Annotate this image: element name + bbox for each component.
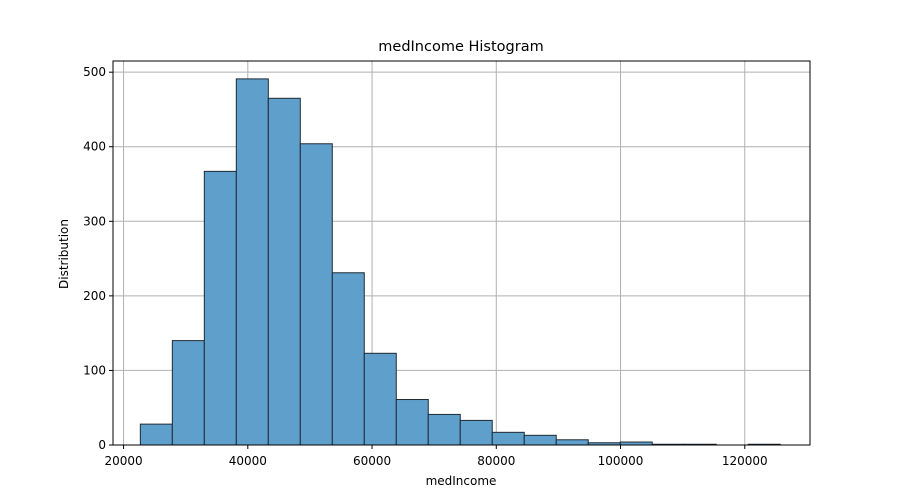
histogram-bar-8	[396, 400, 428, 445]
chart-title: medIncome Histogram	[378, 39, 543, 55]
histogram-bar-2	[204, 171, 236, 445]
histogram-bar-4	[268, 98, 300, 445]
histogram-bar-1	[172, 341, 204, 445]
y-axis-label: Distribution	[57, 219, 71, 289]
y-tick-label: 500	[83, 65, 106, 79]
y-tick-label: 0	[98, 438, 106, 452]
x-tick-label: 120000	[722, 454, 768, 468]
histogram-bar-5	[300, 144, 332, 445]
y-tick-label: 200	[83, 289, 106, 303]
y-tick-label: 100	[83, 363, 106, 377]
y-tick-label: 300	[83, 214, 106, 228]
x-tick-label: 40000	[229, 454, 267, 468]
histogram-bar-11	[492, 432, 524, 445]
histogram-bar-12	[524, 435, 556, 445]
histogram-bars	[140, 79, 780, 445]
y-tick-label: 400	[83, 140, 106, 154]
histogram-bar-0	[140, 424, 172, 445]
histogram-bar-3	[236, 79, 268, 445]
x-tick-label: 100000	[598, 454, 644, 468]
histogram-bar-9	[428, 414, 460, 445]
histogram-bar-7	[364, 353, 396, 445]
x-tick-label: 20000	[104, 454, 142, 468]
histogram-bar-10	[460, 420, 492, 445]
x-axis-label: medIncome	[426, 474, 497, 488]
x-tick-label: 80000	[477, 454, 515, 468]
x-tick-label: 60000	[353, 454, 391, 468]
histogram-bar-6	[332, 273, 364, 445]
histogram-bar-13	[556, 440, 588, 445]
